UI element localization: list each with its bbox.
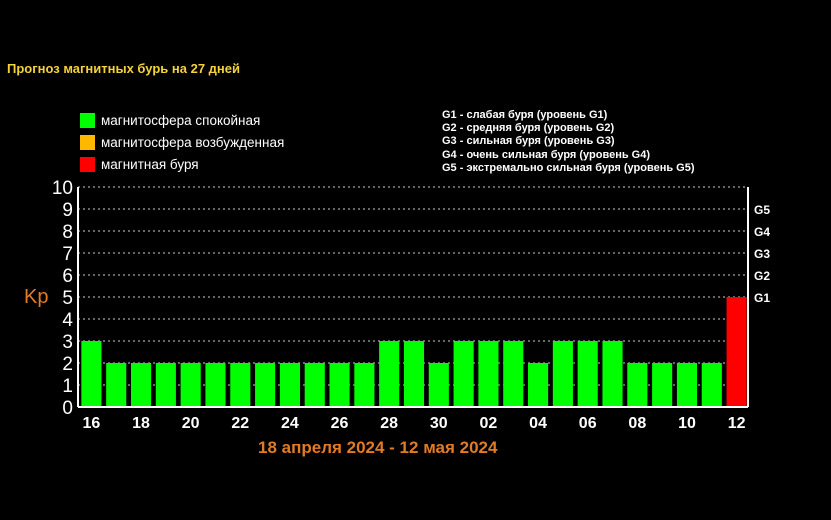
legend-item-quiet: магнитосфера спокойная (80, 109, 284, 131)
bar (205, 363, 226, 407)
storm-level-tick-label: G2 (754, 269, 770, 283)
y-tick-label: 4 (62, 310, 73, 331)
storm-level-tick-label: G1 (754, 291, 770, 305)
date-range-label: 18 апреля 2024 - 12 мая 2024 (258, 438, 498, 457)
bar (106, 363, 127, 407)
storm-level-g5: G5 - экстремально сильная буря (уровень … (442, 161, 695, 174)
legend-label-storm: магнитная буря (101, 156, 199, 172)
legend-label-unsettled: магнитосфера возбужденная (101, 134, 285, 150)
bar (453, 341, 474, 407)
x-tick-label: 04 (529, 415, 547, 432)
bar (577, 341, 598, 407)
x-tick-label: 20 (182, 415, 200, 432)
y-tick-label: 6 (62, 266, 73, 287)
bar (329, 363, 350, 407)
bar (676, 363, 698, 407)
y-tick-label: 5 (62, 288, 73, 309)
storm-level-tick-label: G3 (754, 247, 770, 261)
x-tick-label: 10 (678, 415, 696, 432)
storm-level-legend: G1 - слабая буря (уровень G1) G2 - средн… (442, 109, 695, 175)
y-tick-label: 7 (62, 244, 73, 265)
bar (255, 363, 276, 407)
bar (180, 363, 201, 407)
bar (602, 341, 623, 407)
x-tick-label: 12 (728, 415, 746, 432)
storm-level-tick-label: G5 (754, 203, 770, 217)
bar (652, 363, 673, 407)
storm-level-g2: G2 - средняя буря (уровень G2) (442, 122, 615, 135)
bar (701, 363, 722, 407)
legend: магнитосфера спокойная магнитосфера возб… (80, 109, 284, 175)
bar (503, 341, 524, 407)
bar (552, 341, 573, 407)
legend-swatch-unsettled (80, 134, 95, 150)
bar (304, 363, 325, 407)
y-tick-label: 2 (62, 354, 73, 375)
y-tick-label: 3 (62, 332, 73, 353)
x-tick-label: 02 (480, 415, 498, 432)
y-tick-label: 10 (52, 178, 73, 199)
storm-level-g1: G1 - слабая буря (уровень G1) (442, 109, 608, 121)
bar (81, 341, 102, 407)
y-tick-label: 9 (62, 200, 73, 221)
x-tick-label: 26 (331, 415, 349, 432)
x-tick-label: 30 (430, 415, 448, 432)
bar (478, 341, 499, 407)
legend-item-unsettled: магнитосфера возбужденная (80, 131, 284, 153)
legend-item-storm: магнитная буря (80, 153, 284, 175)
storm-level-g4: G4 - очень сильная буря (уровень G4) (442, 148, 651, 161)
bar (379, 341, 400, 407)
x-tick-label: 06 (579, 415, 597, 432)
x-tick-label: 28 (380, 415, 398, 432)
bar (528, 363, 549, 407)
bar (130, 363, 152, 407)
bar (230, 363, 251, 407)
x-tick-label: 16 (83, 415, 101, 432)
bar (726, 297, 747, 407)
legend-swatch-quiet (80, 112, 95, 128)
y-tick-label: 0 (62, 398, 73, 419)
bar (627, 363, 648, 407)
bar (428, 363, 449, 407)
storm-level-g3: G3 - сильная буря (уровень G3) (442, 135, 615, 148)
x-tick-label: 08 (628, 415, 646, 432)
x-tick-label: 22 (231, 415, 249, 432)
x-tick-label: 24 (281, 415, 299, 432)
legend-label-quiet: магнитосфера спокойная (101, 112, 261, 128)
storm-level-tick-label: G4 (754, 225, 770, 239)
y-tick-label: 1 (62, 376, 73, 397)
y-tick-label: 8 (62, 222, 73, 243)
page-title: Прогноз магнитных бурь на 27 дней (7, 61, 240, 76)
y-axis-label: Kp (24, 286, 48, 308)
x-tick-label: 18 (132, 415, 150, 432)
bar (155, 363, 176, 407)
legend-swatch-storm (80, 156, 95, 172)
bar (354, 363, 375, 407)
bar (279, 363, 300, 407)
bar (403, 341, 425, 407)
